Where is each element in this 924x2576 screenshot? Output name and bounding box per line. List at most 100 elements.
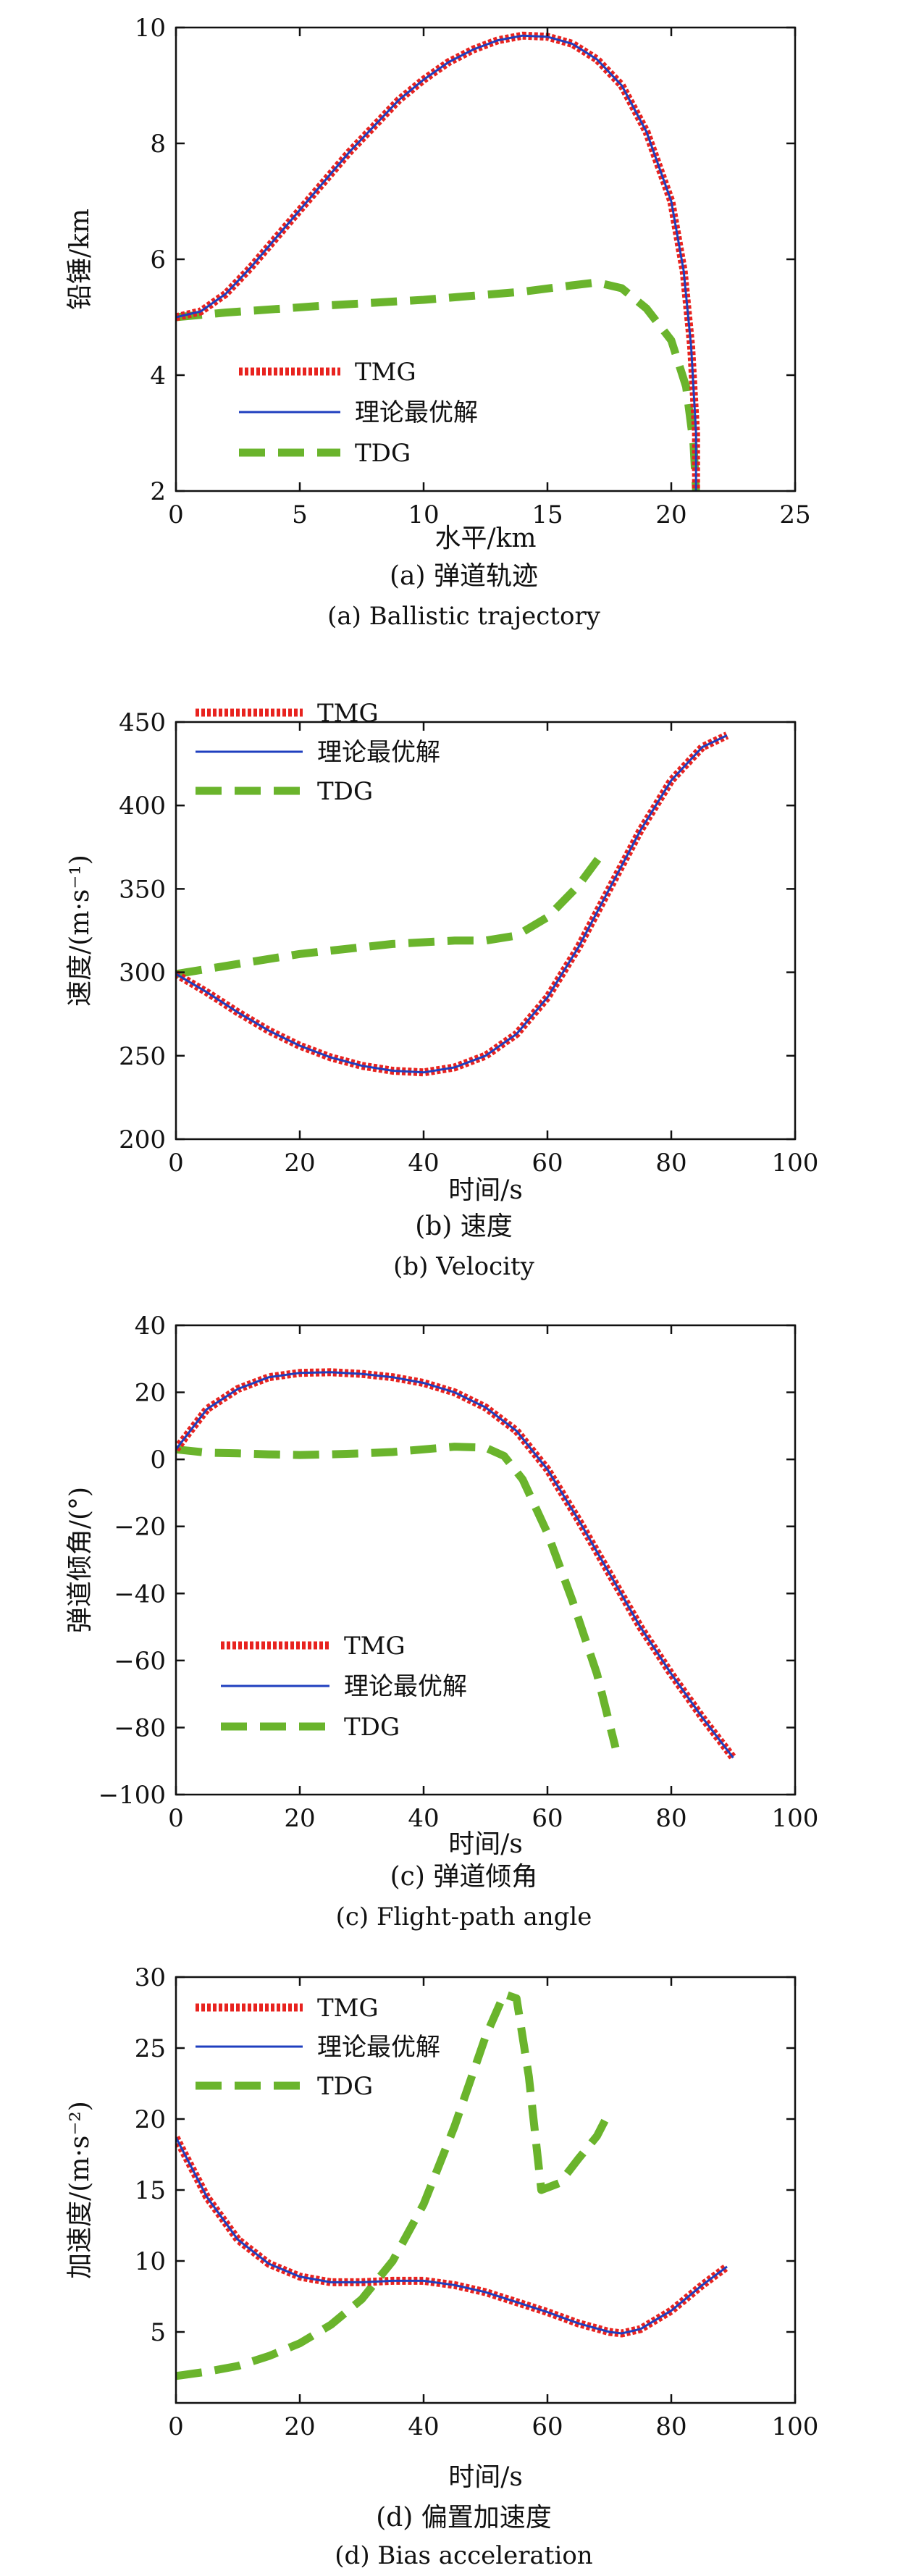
x-tick-label: 80 bbox=[655, 1804, 686, 1833]
y-axis-label: 速度/(m·s⁻¹) bbox=[65, 855, 95, 1007]
x-axis-label: 时间/s bbox=[448, 2462, 523, 2492]
x-tick-label: 80 bbox=[655, 1149, 686, 1178]
y-tick-label: 10 bbox=[135, 2247, 166, 2276]
x-tick-label: 20 bbox=[284, 1149, 315, 1178]
x-tick-label: 10 bbox=[408, 500, 439, 529]
y-tick-label: 20 bbox=[135, 1379, 166, 1408]
x-tick-label: 25 bbox=[779, 500, 810, 529]
y-tick-label: −100 bbox=[98, 1781, 166, 1810]
legend-label: TDG bbox=[344, 1713, 400, 1742]
y-tick-label: −40 bbox=[114, 1579, 166, 1608]
series-line-tmg bbox=[176, 2135, 730, 2338]
series-line-tmg bbox=[176, 731, 729, 1077]
x-axis-label: 时间/s bbox=[448, 1175, 523, 1205]
x-tick-label: 40 bbox=[408, 1804, 439, 1833]
plot-area bbox=[176, 1368, 736, 1761]
y-axis-label: 加速度/(m·s⁻²) bbox=[65, 2101, 95, 2279]
caption-en: (c) Flight-path angle bbox=[336, 1902, 592, 1931]
caption-cn: (a) 弹道轨迹 bbox=[390, 561, 538, 591]
x-tick-label: 20 bbox=[284, 2412, 315, 2441]
x-tick-label: 0 bbox=[168, 1149, 184, 1178]
x-tick-label: 20 bbox=[284, 1804, 315, 1833]
legend-label: 理论最优解 bbox=[344, 1672, 467, 1701]
y-tick-label: −80 bbox=[114, 1713, 166, 1742]
caption-cn: (b) 速度 bbox=[415, 1212, 513, 1241]
y-tick-label: 40 bbox=[135, 1312, 166, 1341]
legend-label: 理论最优解 bbox=[317, 738, 440, 767]
legend-label: TDG bbox=[317, 2072, 373, 2101]
legend-label: TMG bbox=[317, 699, 379, 728]
x-tick-label: 60 bbox=[532, 2412, 563, 2441]
legend-label: 理论最优解 bbox=[317, 2033, 440, 2062]
x-tick-label: 0 bbox=[168, 500, 184, 529]
x-tick-label: 0 bbox=[168, 1804, 184, 1833]
caption-cn: (d) 偏置加速度 bbox=[376, 2503, 552, 2533]
chart-panel-d: 0 20 40 60 80 100 5 10 15 20 25 30 时间/s 加速度/(m·s⁻²) TM… bbox=[65, 1963, 818, 2570]
y-tick-label: −60 bbox=[114, 1647, 166, 1676]
y-tick-label: 30 bbox=[135, 1963, 166, 1992]
caption-cn: (c) 弹道倾角 bbox=[390, 1862, 538, 1892]
legend: TMG 理论最优解 TDG bbox=[239, 358, 478, 468]
chart-panel-b: 0 20 40 60 80 100 200 250 300 350 400 450 时间/s 速度/(m·… bbox=[65, 699, 818, 1281]
caption-en: (a) Ballistic trajectory bbox=[327, 602, 601, 631]
x-tick-label: 40 bbox=[408, 1149, 439, 1178]
legend-label: TDG bbox=[317, 777, 373, 806]
series-line-tdg bbox=[176, 1443, 620, 1749]
legend-label: 理论最优解 bbox=[355, 398, 478, 427]
x-axis-label: 水平/km bbox=[434, 524, 536, 553]
y-tick-label: 250 bbox=[119, 1042, 166, 1071]
y-tick-label: 0 bbox=[150, 1446, 166, 1474]
y-axis-label: 弹道倾角/(°) bbox=[65, 1487, 95, 1633]
axes-frame bbox=[175, 26, 797, 492]
series-line-tdg bbox=[176, 1990, 613, 2380]
x-tick-label: 100 bbox=[772, 2412, 819, 2441]
y-tick-label: 350 bbox=[119, 875, 166, 904]
y-tick-label: 6 bbox=[150, 246, 166, 274]
x-tick-label: 15 bbox=[532, 500, 563, 529]
y-tick-label: 20 bbox=[135, 2105, 166, 2134]
x-axis-label: 时间/s bbox=[448, 1829, 523, 1859]
chart-panel-c: 0 20 40 60 80 100 −100 −80 −60 −40 −20 0 20 40 时间/s 弹道倾… bbox=[65, 1312, 818, 1931]
x-tick-label: 5 bbox=[292, 500, 308, 529]
x-tick-label: 100 bbox=[772, 1804, 819, 1833]
series-line-optimal bbox=[176, 2136, 728, 2335]
series-line-tdg bbox=[176, 278, 700, 491]
legend-label: TDG bbox=[355, 439, 411, 468]
y-tick-label: 400 bbox=[119, 792, 166, 821]
x-tick-label: 60 bbox=[532, 1149, 563, 1178]
y-tick-label: 450 bbox=[119, 708, 166, 737]
y-tick-label: 25 bbox=[135, 2034, 166, 2063]
axes-frame bbox=[175, 721, 797, 1141]
plot-area bbox=[176, 731, 729, 1077]
legend: TMG 理论最优解 TDG bbox=[196, 1994, 440, 2101]
y-tick-label: 300 bbox=[119, 959, 166, 988]
chart-panel-a: 0 5 10 15 20 25246810水平/km铅锤/kmTMG理论最优解TDG(a)… bbox=[65, 14, 811, 631]
series-line-tdg bbox=[176, 849, 607, 978]
x-tick-label: 40 bbox=[408, 2412, 439, 2441]
x-tick-label: 20 bbox=[655, 500, 686, 529]
series-line-optimal bbox=[176, 734, 728, 1074]
legend: TMG 理论最优解 TDG bbox=[221, 1632, 467, 1742]
caption-en: (d) Bias acceleration bbox=[335, 2541, 592, 2570]
x-tick-label: 100 bbox=[772, 1149, 819, 1178]
legend-label: TMG bbox=[355, 358, 416, 387]
y-tick-label: 4 bbox=[150, 361, 166, 390]
legend-label: TMG bbox=[317, 1994, 379, 2023]
plot-area bbox=[176, 1990, 730, 2380]
series-line-optimal bbox=[176, 34, 697, 491]
x-tick-label: 60 bbox=[532, 1804, 563, 1833]
y-tick-label: −20 bbox=[114, 1513, 166, 1542]
legend: TMG 理论最优解 TDG bbox=[196, 699, 440, 806]
x-tick-label: 0 bbox=[168, 2412, 184, 2441]
y-tick-label: 2 bbox=[150, 477, 166, 506]
y-tick-label: 8 bbox=[150, 130, 166, 159]
series-line-optimal bbox=[176, 1371, 734, 1759]
y-tick-label: 5 bbox=[150, 2318, 166, 2347]
y-tick-label: 10 bbox=[135, 14, 166, 43]
y-tick-label: 15 bbox=[135, 2176, 166, 2205]
axes-frame bbox=[175, 1324, 797, 1796]
plot-area bbox=[176, 31, 700, 491]
x-tick-label: 80 bbox=[655, 2412, 686, 2441]
y-axis-label: 铅锤/km bbox=[65, 209, 95, 310]
